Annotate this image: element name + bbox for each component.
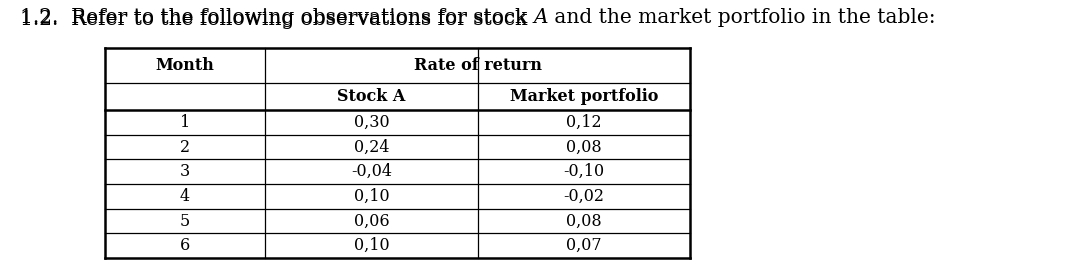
Text: Market portfolio: Market portfolio: [510, 88, 658, 105]
Text: 0,07: 0,07: [566, 237, 602, 254]
Text: 1: 1: [180, 114, 190, 131]
Text: Rate of return: Rate of return: [414, 57, 541, 74]
Text: 0,12: 0,12: [566, 114, 602, 131]
Text: 0,10: 0,10: [353, 188, 389, 205]
Text: -0,04: -0,04: [351, 163, 392, 180]
Text: 0,30: 0,30: [353, 114, 389, 131]
Text: 0,24: 0,24: [354, 139, 389, 155]
Text: 2: 2: [180, 139, 190, 155]
Text: 0,06: 0,06: [353, 213, 389, 230]
Text: 0,08: 0,08: [566, 213, 602, 230]
Text: 0,10: 0,10: [353, 237, 389, 254]
Text: 1.2.  Refer to the following observations for stock: 1.2. Refer to the following observations…: [21, 10, 534, 29]
Text: -0,10: -0,10: [564, 163, 605, 180]
Text: A: A: [534, 8, 549, 27]
Text: 3: 3: [180, 163, 190, 180]
Text: Month: Month: [156, 57, 215, 74]
Text: 0,08: 0,08: [566, 139, 602, 155]
Text: Stock A: Stock A: [337, 88, 406, 105]
Text: and the market portfolio in the table:: and the market portfolio in the table:: [549, 8, 935, 27]
Text: 6: 6: [180, 237, 190, 254]
Text: -0,02: -0,02: [564, 188, 605, 205]
Text: 5: 5: [180, 213, 190, 230]
Text: 1.2.  Refer to the following observations for stock: 1.2. Refer to the following observations…: [21, 8, 534, 27]
Text: 4: 4: [180, 188, 190, 205]
